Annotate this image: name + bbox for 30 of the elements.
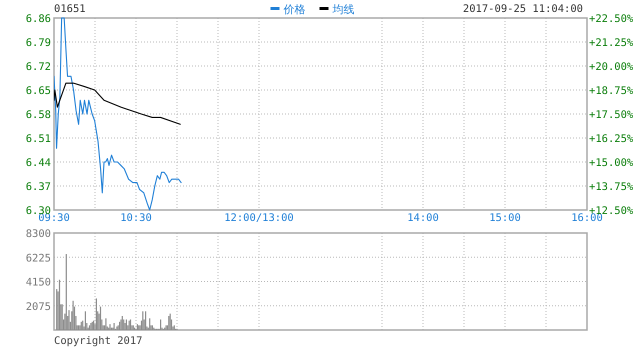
y2-tick-label: +21.25% — [589, 37, 634, 49]
y-tick-label: 6225 — [26, 252, 51, 264]
text: 2017-09-25 11:04:00 — [462, 3, 583, 15]
y-tick-label: 6.37 — [26, 181, 51, 193]
chart-title: 01651 — [54, 3, 86, 15]
legend-label: 价格 — [282, 3, 306, 16]
y-tick-label: 4150 — [26, 276, 51, 288]
y-tick-label: 8300 — [26, 228, 51, 240]
y-tick-label: 6.58 — [26, 109, 51, 121]
y-tick-label: 6.86 — [26, 13, 51, 25]
y-tick-label: 6.65 — [26, 85, 51, 97]
y-tick-label: 6.72 — [26, 61, 51, 73]
y2-tick-label: +18.75% — [589, 85, 634, 97]
y2-tick-label: +20.00% — [589, 61, 634, 73]
x-tick-label: 10:30 — [120, 212, 152, 224]
y-tick-label: 6.79 — [26, 37, 51, 49]
y-tick-label: 6.51 — [26, 133, 51, 145]
y2-tick-label: +15.00% — [589, 157, 634, 169]
x-tick-label: 15:00 — [489, 212, 521, 224]
x-tick-label: 14:00 — [407, 212, 439, 224]
y-tick-label: 2075 — [26, 300, 51, 313]
y2-tick-label: +17.50% — [589, 109, 634, 121]
x-tick-label: 09:30 — [38, 212, 70, 224]
x-tick-label: 12:00/13:00 — [224, 212, 294, 224]
y2-tick-label: +13.75% — [589, 181, 634, 193]
y2-tick-label: +22.50% — [589, 13, 634, 25]
y-tick-label: 6.44 — [26, 157, 51, 169]
y2-tick-label: +16.25% — [589, 133, 634, 145]
legend-label: 均线 — [332, 3, 354, 16]
text: Copyright 2017 — [54, 335, 143, 347]
